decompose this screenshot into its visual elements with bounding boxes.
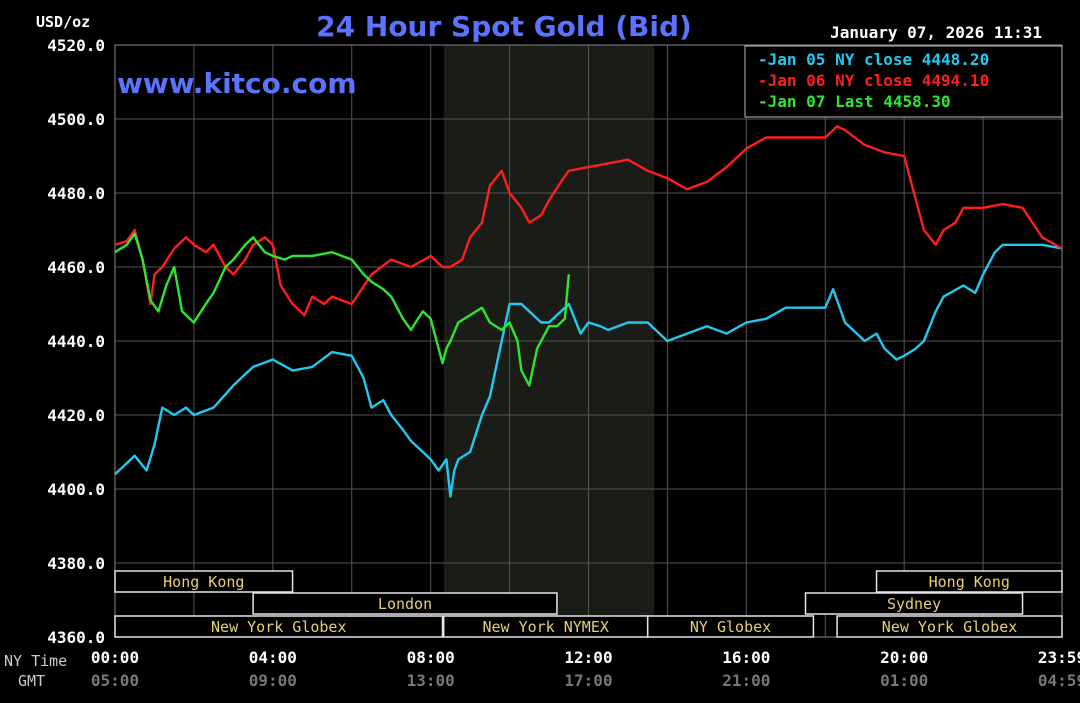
y-tick-label: 4500.0 — [47, 110, 105, 129]
y-tick-label: 4360.0 — [47, 628, 105, 647]
legend-box — [744, 45, 1063, 118]
session-box — [252, 592, 558, 615]
y-tick-label: 4420.0 — [47, 406, 105, 425]
session-label: NY Globex — [690, 618, 771, 636]
y-tick-label: 4440.0 — [47, 332, 105, 351]
x-row-label-gmt: GMT — [18, 672, 45, 690]
session-label: New York Globex — [882, 618, 1017, 636]
session-box — [114, 570, 294, 593]
series-line — [114, 232, 570, 387]
legend-entry: -Jan 07 Last 4458.30 — [758, 92, 951, 111]
session-box — [875, 570, 1063, 593]
session-label: London — [378, 595, 432, 613]
session-box — [646, 615, 815, 638]
legend-entry: -Jan 05 NY close 4448.20 — [758, 50, 989, 69]
session-box — [804, 592, 1024, 615]
x-tick-label-gmt: 09:00 — [249, 671, 297, 690]
session-box — [114, 615, 444, 638]
x-tick-label-gmt: 04:59 — [1038, 671, 1080, 690]
timestamp: January 07, 2026 11:31 — [830, 23, 1042, 42]
market-sessions: Hong Kong Hong Kong London Sydney New York G… — [114, 570, 1063, 638]
legend-value: 4458.30 — [883, 92, 950, 111]
legend-value: 4448.20 — [922, 50, 989, 69]
legend-label: -Jan 05 NY close — [758, 50, 922, 69]
x-tick-label-gmt: 05:00 — [91, 671, 139, 690]
x-tick-label-gmt: 01:00 — [880, 671, 928, 690]
x-tick-label-gmt: 13:00 — [407, 671, 455, 690]
x-tick-label-ny: 20:00 — [880, 648, 928, 667]
legend-entry: -Jan 06 NY close 4494.10 — [758, 71, 989, 90]
x-tick-label-ny: 08:00 — [407, 648, 455, 667]
x-tick-label-ny: 00:00 — [91, 648, 139, 667]
x-tick-label-ny: 16:00 — [722, 648, 770, 667]
legend: -Jan 05 NY close 4448.20-Jan 06 NY close… — [744, 45, 1063, 118]
session-label: Hong Kong — [163, 573, 244, 591]
y-tick-label: 4400.0 — [47, 480, 105, 499]
x-tick-label-ny: 04:00 — [249, 648, 297, 667]
y-tick-label: 4480.0 — [47, 184, 105, 203]
x-tick-label-ny: 12:00 — [564, 648, 612, 667]
x-row-label-ny: NY Time — [4, 652, 67, 670]
x-axis: 00:00 04:00 08:00 12:00 16:00 20:00 23:59 05:00… — [4, 648, 1080, 690]
session-label: Hong Kong — [929, 573, 1010, 591]
legend-label: -Jan 07 Last — [758, 92, 883, 111]
legend-label: -Jan 06 NY close — [758, 71, 922, 90]
chart-title: 24 Hour Spot Gold (Bid) — [316, 10, 692, 43]
legend-value: 4494.10 — [922, 71, 989, 90]
session-box — [836, 615, 1063, 638]
session-label: New York Globex — [211, 618, 346, 636]
series-line — [114, 243, 1063, 498]
x-tick-label-gmt: 21:00 — [722, 671, 770, 690]
series-lines — [114, 125, 1063, 498]
y-tick-label: 4520.0 — [47, 36, 105, 55]
session-label: Sydney — [887, 595, 941, 613]
y-axis: 4520.0 4500.0 4480.0 4460.0 4440.0 4420.0 4400… — [47, 36, 105, 647]
watermark-text: www.kitco.com — [117, 67, 357, 100]
x-tick-label-gmt: 17:00 — [564, 671, 612, 690]
series-line — [114, 125, 1063, 317]
y-unit-label: USD/oz — [36, 13, 90, 31]
y-tick-label: 4460.0 — [47, 258, 105, 277]
y-tick-label: 4380.0 — [47, 554, 105, 573]
x-tick-label-ny: 23:59 — [1038, 648, 1080, 667]
session-label: New York NYMEX — [482, 618, 608, 636]
